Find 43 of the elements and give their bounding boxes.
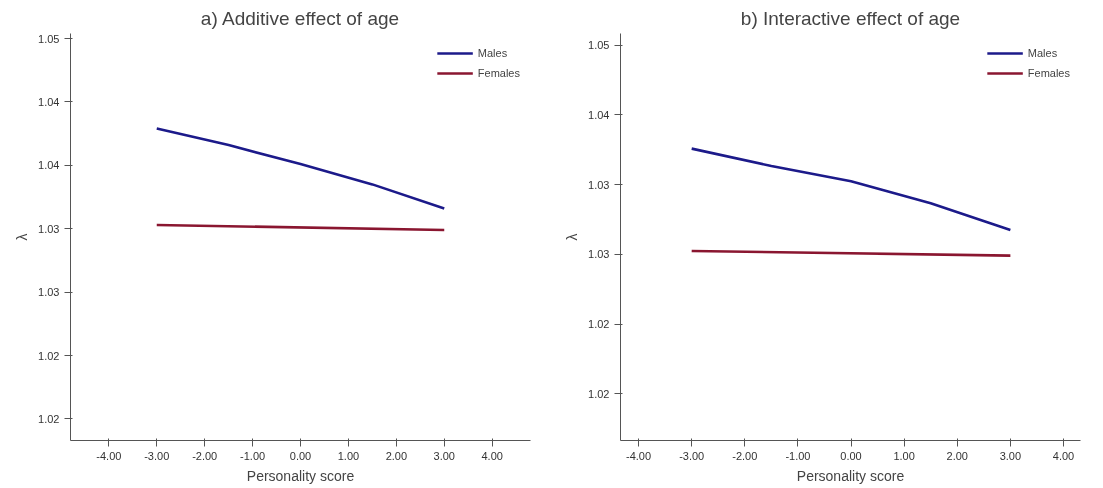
legend-label: Females bbox=[477, 67, 520, 79]
x-tick-label: 1.00 bbox=[893, 449, 915, 462]
x-tick-label: -2.00 bbox=[732, 449, 758, 462]
x-tick-label: 1.00 bbox=[337, 449, 360, 462]
x-tick-label: -2.00 bbox=[192, 449, 218, 462]
line-series bbox=[155, 127, 446, 210]
legend-label: Males bbox=[1027, 47, 1058, 59]
y-tick-label: 1.04 bbox=[588, 108, 610, 121]
y-tick-label: 1.02 bbox=[588, 318, 610, 331]
chart-title: b) Interactive effect of age bbox=[740, 7, 961, 29]
x-tick-label: 3.00 bbox=[433, 449, 455, 462]
x-axis-title: Personality score bbox=[796, 467, 905, 484]
y-axis-title: λ bbox=[14, 233, 31, 241]
y-tick-label: 1.03 bbox=[38, 222, 60, 235]
x-tick-label: 4.00 bbox=[481, 449, 503, 462]
y-tick-label: 1.02 bbox=[38, 349, 60, 362]
x-tick-label: 0.00 bbox=[289, 449, 312, 462]
x-tick-label: 4.00 bbox=[1052, 449, 1075, 462]
x-tick-label: 0.00 bbox=[840, 449, 862, 462]
y-tick-label: 1.04 bbox=[38, 159, 60, 172]
x-tick-label: -3.00 bbox=[144, 449, 170, 462]
y-tick-label: 1.05 bbox=[38, 32, 60, 45]
x-tick-label: 2.00 bbox=[946, 449, 968, 462]
y-tick-label: 1.05 bbox=[588, 39, 610, 52]
chart-title: a) Additive effect of age bbox=[200, 7, 400, 29]
x-axis-title: Personality score bbox=[246, 467, 355, 484]
y-tick-label: 1.03 bbox=[588, 178, 610, 191]
y-tick-label: 1.04 bbox=[38, 95, 60, 108]
x-tick-label: -4.00 bbox=[626, 449, 652, 462]
x-tick-label: -4.00 bbox=[96, 449, 122, 462]
x-tick-label: -1.00 bbox=[785, 449, 811, 462]
line-series bbox=[690, 147, 1012, 232]
x-tick-label: -1.00 bbox=[240, 449, 266, 462]
y-tick-label: 1.03 bbox=[588, 248, 610, 261]
y-tick-label: 1.03 bbox=[38, 286, 60, 299]
legend-label: Males bbox=[477, 47, 508, 59]
x-tick-label: 3.00 bbox=[999, 449, 1022, 462]
y-tick-label: 1.02 bbox=[38, 412, 60, 425]
x-tick-label: -3.00 bbox=[679, 449, 705, 462]
x-tick-label: 2.00 bbox=[385, 449, 408, 462]
legend-label: Females bbox=[1027, 67, 1070, 79]
y-tick-label: 1.02 bbox=[588, 387, 610, 400]
y-axis-title: λ bbox=[564, 233, 581, 241]
